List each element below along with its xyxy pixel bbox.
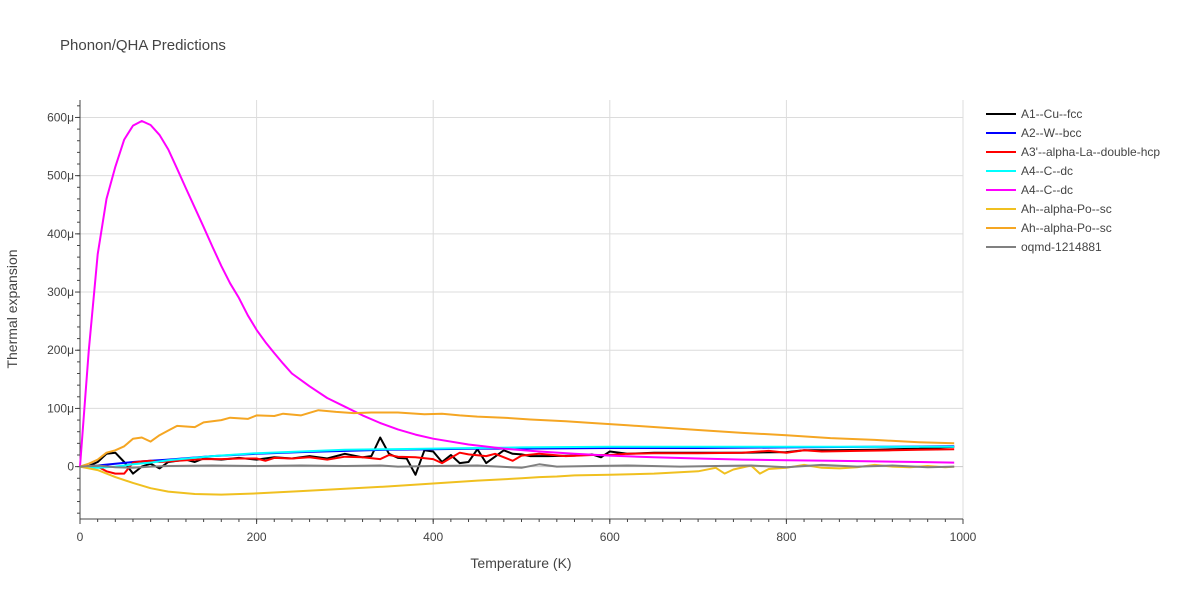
y-tick-label: 500μ [47, 169, 74, 183]
x-tick-label: 1000 [950, 530, 977, 544]
series-line-4[interactable] [79, 445, 955, 469]
y-tick-label: 600μ [47, 110, 74, 124]
series-layer [79, 120, 955, 496]
legend[interactable]: A1--Cu--fcc A2--W--bcc A3'--alpha-La--doub… [986, 107, 1160, 254]
legend-item-3[interactable]: A3'--alpha-La--double-hcp [986, 145, 1160, 159]
x-tick-label: 600 [600, 530, 620, 544]
legend-item-2[interactable]: A2--W--bcc [986, 126, 1081, 140]
y-tick-label: 400μ [47, 227, 74, 241]
x-tick-label: 200 [247, 530, 267, 544]
legend-label: Ah--alpha-Po--sc [1021, 221, 1112, 235]
chart-title: Phonon/QHA Predictions [60, 37, 226, 54]
x-tick-label: 400 [423, 530, 443, 544]
legend-item-7[interactable]: Ah--alpha-Po--sc [986, 221, 1112, 235]
legend-label: A2--W--bcc [1021, 126, 1081, 140]
y-tick-label: 300μ [47, 285, 74, 299]
series-line-8[interactable] [79, 463, 955, 469]
series-line-5[interactable] [79, 120, 955, 467]
y-tick-label: 100μ [47, 401, 74, 415]
y-tick-label: 200μ [47, 343, 74, 357]
legend-label: A1--Cu--fcc [1021, 107, 1082, 121]
legend-label: A4--C--dc [1021, 183, 1073, 197]
y-axis-title: Thermal expansion [4, 249, 20, 368]
legend-label: A4--C--dc [1021, 164, 1073, 178]
legend-item-6[interactable]: Ah--alpha-Po--sc [986, 202, 1112, 216]
legend-label: A3'--alpha-La--double-hcp [1021, 145, 1160, 159]
legend-item-5[interactable]: A4--C--dc [986, 183, 1073, 197]
legend-item-1[interactable]: A1--Cu--fcc [986, 107, 1082, 121]
x-tick-label: 800 [776, 530, 796, 544]
x-tick-label: 0 [77, 530, 84, 544]
legend-label: Ah--alpha-Po--sc [1021, 202, 1112, 216]
legend-item-8[interactable]: oqmd-1214881 [986, 240, 1102, 254]
legend-label: oqmd-1214881 [1021, 240, 1102, 254]
series-line-7[interactable] [79, 409, 955, 468]
axis-layer: 0 200 400 600 800 1000 0 100μ 200μ 300μ 400μ 500μ 60… [47, 100, 977, 544]
y-tick-label: 0 [67, 460, 74, 474]
legend-item-4[interactable]: A4--C--dc [986, 164, 1073, 178]
x-axis-title: Temperature (K) [470, 555, 571, 571]
